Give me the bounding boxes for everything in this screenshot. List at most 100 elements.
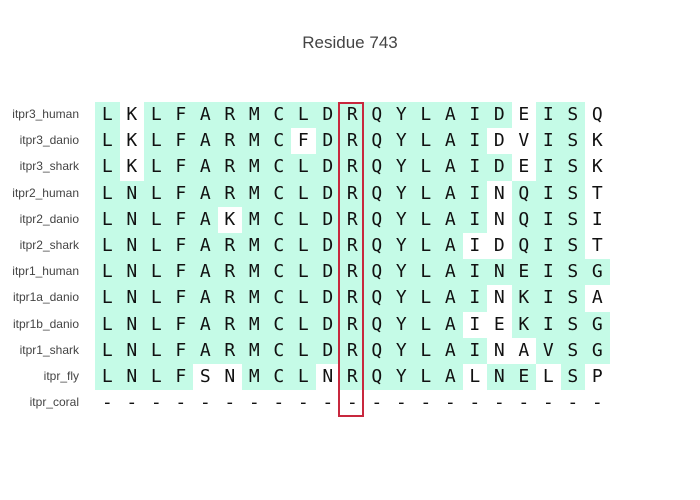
residue-cell: N xyxy=(224,366,236,387)
residue-cell: Q xyxy=(364,311,389,338)
residue-cell: L xyxy=(413,233,438,260)
residue-cell: N xyxy=(119,364,144,391)
residue-cell: R xyxy=(340,233,365,260)
residue-cell: A xyxy=(438,206,463,233)
residue-cell: C xyxy=(266,259,291,286)
residue-cell: C xyxy=(266,154,291,181)
residue-cell: K xyxy=(511,285,536,312)
residue-cell: I xyxy=(536,180,561,207)
residue-cell: I xyxy=(462,285,487,312)
residue-cell: S xyxy=(199,366,211,387)
residue-cell: Q xyxy=(364,364,389,391)
residue-cell: R xyxy=(340,337,365,364)
residue-cell: S xyxy=(560,102,585,129)
residue-cell: - xyxy=(469,392,481,414)
residue-cell: N xyxy=(487,364,512,391)
residue-cell: E xyxy=(511,259,536,286)
residue-cell: A xyxy=(438,364,463,391)
residue-cell: N xyxy=(119,285,144,312)
residue-cell: L xyxy=(291,337,316,364)
residue-cell: I xyxy=(536,233,561,260)
residue-cell: F xyxy=(168,233,193,260)
residue-cell: A xyxy=(438,128,463,155)
residue-cell: N xyxy=(119,259,144,286)
residue-cell: Y xyxy=(389,337,414,364)
residue-cell: S xyxy=(560,180,585,207)
residue-cell: F xyxy=(168,102,193,129)
residue-cell: G xyxy=(585,311,610,338)
residue-cell: Y xyxy=(389,154,414,181)
residue-cell: A xyxy=(193,233,218,260)
residue-cell: F xyxy=(168,337,193,364)
residue-cell: C xyxy=(266,311,291,338)
residue-cell: N xyxy=(487,259,512,286)
residue-cell: D xyxy=(487,102,512,129)
residue-cell: R xyxy=(217,180,242,207)
residue-cell: K xyxy=(511,311,536,338)
residue-cell: M xyxy=(242,259,267,286)
residue-cell: Q xyxy=(364,259,389,286)
residue-cell: D xyxy=(315,154,340,181)
residue-cell: - xyxy=(248,392,260,414)
residue-cell: R xyxy=(340,102,365,129)
residue-cell: S xyxy=(560,311,585,338)
residue-cell: L xyxy=(413,259,438,286)
residue-cell: A xyxy=(518,339,530,361)
residue-cell: N xyxy=(493,287,505,309)
residue-cell: L xyxy=(95,102,120,129)
residue-cell: L xyxy=(144,154,169,181)
residue-cell: I xyxy=(462,337,487,364)
residue-cell: I xyxy=(469,235,481,256)
row-label: itpr1b_danio xyxy=(12,316,79,331)
residue-cell: I xyxy=(462,259,487,286)
residue-cell: L xyxy=(291,180,316,207)
residue-cell: S xyxy=(560,337,585,364)
residue-cell: L xyxy=(291,233,316,260)
residue-cell: L xyxy=(95,154,120,181)
residue-cell: A xyxy=(193,337,218,364)
row-label: itpr3_shark xyxy=(19,159,79,174)
residue-cell: Y xyxy=(389,364,414,391)
residue-cell: Q xyxy=(364,128,389,155)
residue-cell: A xyxy=(193,154,218,181)
residue-cell: D xyxy=(493,235,505,256)
residue-cell: - xyxy=(444,392,456,414)
residue-cell: R xyxy=(217,128,242,155)
residue-cell: L xyxy=(291,364,316,391)
residue-cell: R xyxy=(217,259,242,286)
residue-cell: N xyxy=(119,337,144,364)
residue-cell: K xyxy=(224,208,236,230)
residue-cell: I xyxy=(462,180,487,207)
residue-cell: - xyxy=(101,392,113,414)
residue-cell: F xyxy=(168,285,193,312)
residue-cell: A xyxy=(193,285,218,312)
residue-cell: L xyxy=(144,128,169,155)
residue-cell: A xyxy=(438,102,463,129)
residue-cell: - xyxy=(420,392,432,414)
residue-cell: K xyxy=(126,104,138,125)
residue-cell: C xyxy=(266,206,291,233)
residue-cell: I xyxy=(536,285,561,312)
residue-cell: S xyxy=(560,128,585,155)
residue-cell: E xyxy=(518,104,530,125)
residue-cell: L xyxy=(413,180,438,207)
residue-cell: L xyxy=(144,311,169,338)
residue-cell: F xyxy=(168,128,193,155)
residue-cell: G xyxy=(585,337,610,364)
residue-cell: - xyxy=(322,392,334,414)
residue-cell: K xyxy=(591,156,603,178)
residue-cell: D xyxy=(315,206,340,233)
residue-cell: Q xyxy=(364,233,389,260)
residue-cell: R xyxy=(340,259,365,286)
residue-cell: I xyxy=(536,102,561,129)
row-label: itpr2_shark xyxy=(19,238,79,252)
residue-cell: R xyxy=(217,154,242,181)
residue-cell: A xyxy=(438,259,463,286)
row-label: itpr_coral xyxy=(29,395,79,410)
residue-cell: I xyxy=(462,206,487,233)
residue-cell: V xyxy=(518,130,530,152)
residue-cell: I xyxy=(536,206,561,233)
row-label: itpr1a_danio xyxy=(12,290,79,305)
residue-cell: L xyxy=(144,206,169,233)
residue-cell: M xyxy=(242,180,267,207)
